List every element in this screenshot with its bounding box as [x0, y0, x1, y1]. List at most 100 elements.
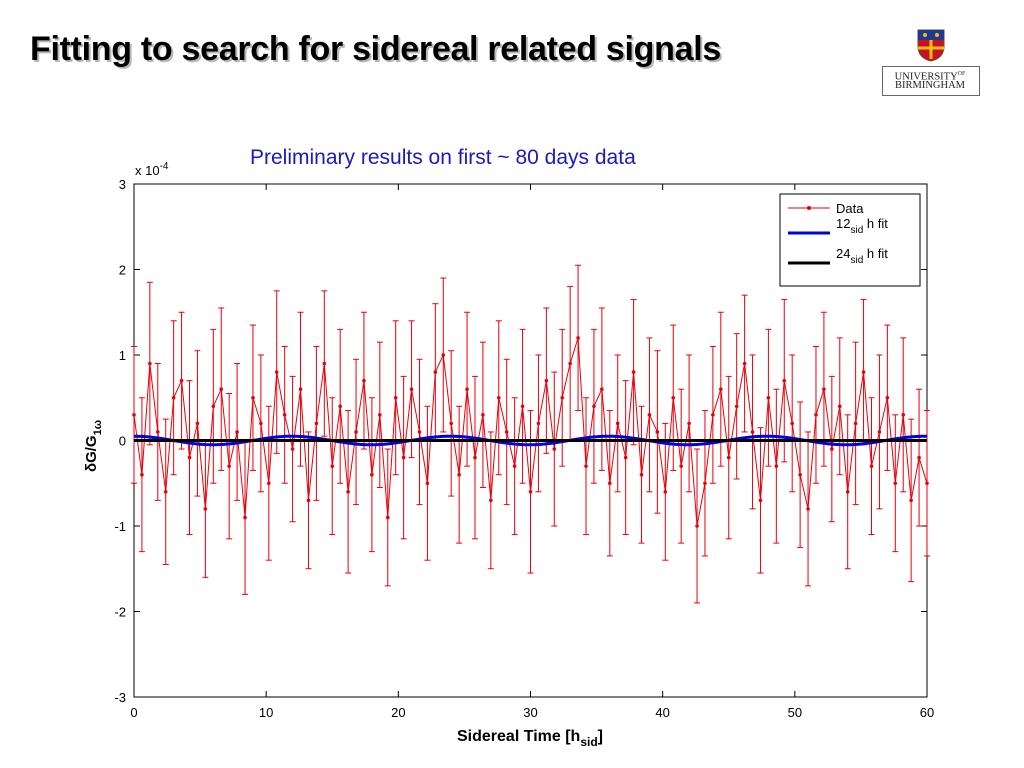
data-point — [576, 336, 580, 340]
legend: Data 12sid h fit 24sid h fit — [779, 193, 921, 287]
data-point — [409, 387, 414, 392]
data-point — [441, 353, 446, 357]
data-point — [385, 515, 390, 520]
y-tick-label: -1 — [114, 519, 126, 534]
x-tick-label: 50 — [788, 705, 802, 720]
data-point — [568, 361, 572, 366]
logo-of-text: OF — [957, 71, 966, 77]
y-tick-label: 1 — [119, 348, 126, 363]
x-tick-label: 10 — [259, 705, 273, 720]
data-point — [853, 421, 858, 426]
legend-data-marker — [807, 206, 811, 210]
data-point — [504, 430, 509, 434]
data-point — [742, 361, 747, 366]
y-tick-label: 3 — [119, 177, 126, 192]
chart-title: Preliminary results on first ~ 80 days d… — [250, 146, 636, 169]
data-point — [703, 481, 707, 486]
data-point — [647, 413, 652, 417]
data-point — [243, 515, 247, 520]
data-point — [726, 455, 731, 460]
logo-line-birmingham: BIRMINGHAM — [894, 80, 965, 91]
data-point — [274, 370, 279, 374]
data-point — [481, 413, 485, 417]
data-point — [600, 387, 604, 392]
legend-fit12-label: 12sid h fit — [836, 216, 888, 236]
slide-title: Fitting to search for sidereal related s… — [30, 30, 721, 68]
data-point — [346, 490, 350, 494]
data-point — [925, 481, 929, 486]
data-point — [782, 378, 787, 383]
data-point — [512, 464, 517, 468]
data-point — [885, 395, 890, 400]
data-point — [861, 370, 866, 374]
legend-fit24-label: 24sid h fit — [836, 246, 888, 266]
y-tick-label: -2 — [114, 605, 126, 620]
data-point — [592, 404, 596, 409]
data-point — [267, 481, 271, 486]
data-point — [536, 421, 541, 426]
data-point — [711, 413, 715, 417]
data-point — [251, 395, 255, 400]
data-point — [687, 421, 691, 426]
data-point — [750, 430, 755, 434]
data-point — [457, 472, 461, 477]
data-point — [187, 455, 192, 460]
data-point — [639, 472, 644, 477]
data-point — [830, 447, 834, 451]
y-axis-label: δG/G1ω — [83, 420, 104, 472]
data-point — [282, 413, 287, 417]
data-point — [496, 395, 501, 400]
data-point — [901, 413, 906, 417]
data-point — [489, 498, 493, 503]
data-point — [766, 395, 771, 400]
data-point — [679, 464, 683, 468]
data-point — [393, 395, 398, 400]
data-point — [465, 387, 469, 392]
university-logo: UNIVERSITYOF BIRMINGHAM — [882, 28, 980, 96]
data-point — [259, 421, 263, 426]
data-point — [893, 481, 898, 486]
crest-icon — [917, 29, 945, 62]
data-point — [774, 464, 779, 468]
data-point — [631, 370, 636, 374]
data-point — [790, 421, 794, 426]
data-point — [560, 395, 565, 400]
data-point — [798, 472, 802, 477]
data-point — [449, 421, 454, 426]
data-point — [425, 481, 430, 486]
data-point — [401, 455, 406, 460]
logo-box — [882, 66, 980, 96]
data-point — [615, 421, 620, 426]
data-point — [417, 430, 422, 434]
legend-box — [779, 193, 921, 287]
data-point — [433, 370, 438, 374]
data-point — [584, 464, 588, 468]
data-point — [877, 430, 882, 434]
data-point — [552, 447, 557, 451]
data-point — [806, 507, 810, 511]
x-tick-label: 30 — [523, 705, 537, 720]
data-point — [290, 447, 295, 451]
data-point — [837, 404, 842, 409]
x-axis-label: Sidereal Time [hsid] — [457, 728, 603, 749]
data-point — [314, 421, 319, 426]
data-point — [148, 361, 152, 366]
data-point — [671, 395, 676, 400]
data-point — [528, 490, 533, 494]
data-point — [322, 361, 327, 366]
logo-line-university: UNIVERSITYOF — [882, 68, 978, 84]
data-point — [354, 430, 358, 434]
data-points — [132, 336, 929, 528]
x-tick-label: 0 — [130, 705, 137, 720]
data-point — [544, 378, 549, 383]
data-point — [370, 472, 374, 477]
x-axis-ticks: 0 10 20 30 40 50 60 — [130, 184, 934, 720]
data-point — [608, 481, 612, 486]
data-point — [235, 430, 239, 434]
data-point — [917, 455, 921, 460]
data-point — [869, 464, 874, 468]
data-point — [140, 472, 144, 477]
data-point — [155, 430, 160, 434]
y-tick-label: -3 — [114, 690, 126, 705]
